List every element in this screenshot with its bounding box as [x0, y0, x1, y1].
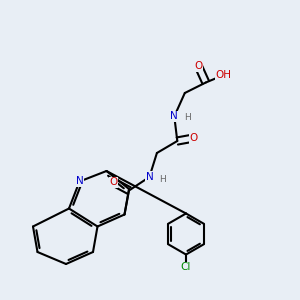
Text: N: N	[146, 172, 153, 182]
Text: O: O	[194, 61, 202, 71]
Text: O: O	[109, 177, 118, 187]
Text: N: N	[170, 111, 178, 122]
Text: H: H	[160, 175, 166, 184]
Text: H: H	[184, 113, 191, 122]
Text: OH: OH	[216, 70, 232, 80]
Text: Cl: Cl	[181, 262, 191, 272]
Text: N: N	[76, 176, 83, 187]
Text: O: O	[190, 133, 198, 143]
